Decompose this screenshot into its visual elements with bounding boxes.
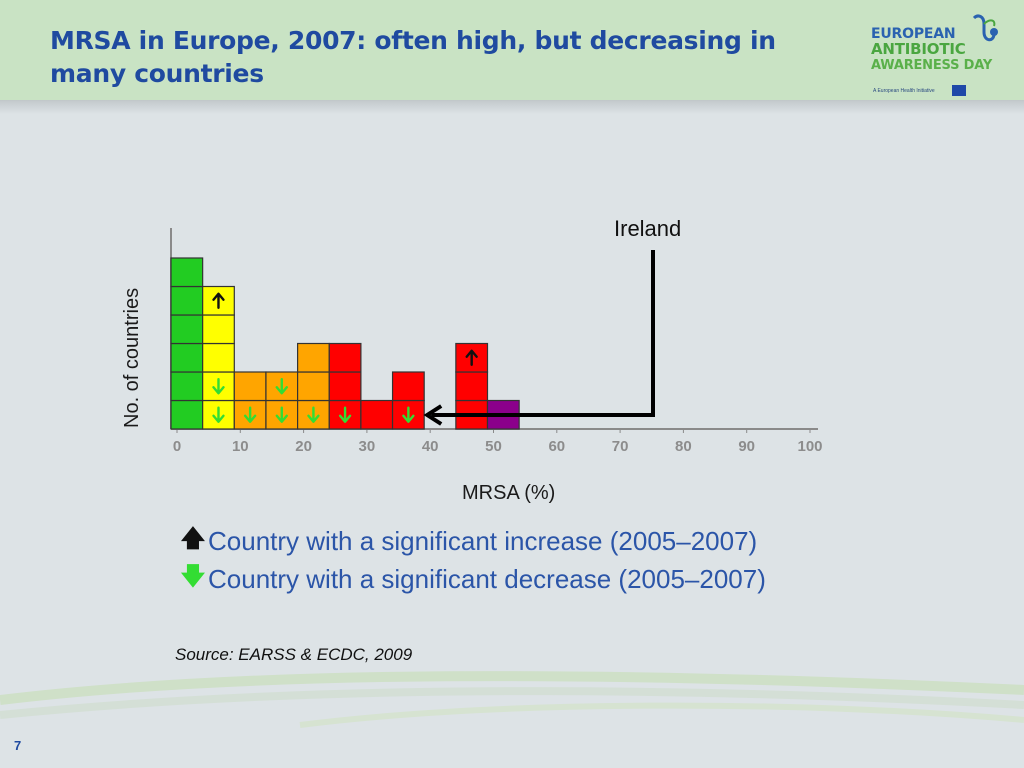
legend: 🡅 Country with a significant increase (2… [178, 522, 766, 598]
x-tick-label: 40 [422, 438, 439, 455]
x-tick-label: 60 [548, 438, 565, 455]
histogram-box [170, 371, 204, 402]
histogram-box [233, 371, 267, 402]
eaad-logo: EUROPEAN ANTIBIOTIC AWARENESS DAY A Euro… [866, 12, 1006, 100]
stethoscope-icon [972, 14, 998, 42]
decrease-arrow-icon [212, 406, 225, 423]
histogram-box [391, 371, 425, 402]
logo-line-awareness-day: AWARENESS DAY [871, 58, 993, 73]
histogram-box [170, 314, 204, 345]
logo-line-european: EUROPEAN [871, 26, 956, 42]
legend-item-increase: 🡅 Country with a significant increase (2… [178, 522, 766, 560]
histogram-box [170, 257, 204, 288]
histogram-box [297, 342, 330, 373]
x-tick-label: 90 [738, 438, 755, 455]
ireland-pointer-line [431, 250, 655, 417]
x-tick-label: 50 [485, 438, 502, 455]
increase-arrow-icon [465, 349, 478, 366]
decrease-arrow-icon [275, 406, 288, 423]
x-axis-label: MRSA (%) [462, 482, 556, 504]
page-number: 7 [14, 738, 22, 753]
legend-decrease-text: Country with a significant decrease (200… [208, 563, 766, 594]
histogram-box [455, 371, 489, 402]
ireland-annotation-label: Ireland [614, 216, 682, 241]
x-tick-label: 0 [173, 438, 181, 455]
histogram-box [170, 342, 204, 373]
logo-tagline: A European Health Initiative [873, 88, 935, 94]
slide-title: MRSA in Europe, 2007: often high, but de… [50, 26, 776, 88]
x-tick-label: 100 [797, 438, 822, 455]
eu-flag-icon [952, 85, 966, 96]
x-tick-label: 30 [359, 438, 376, 455]
histogram-box [170, 399, 204, 430]
decrease-arrow-icon: 🡇 [180, 562, 206, 590]
logo-line-antibiotic: ANTIBIOTIC [871, 40, 966, 58]
x-tick-label: 70 [612, 438, 629, 455]
y-axis-label: No. of countries [121, 287, 143, 428]
source-note: Source: EARSS & ECDC, 2009 [175, 645, 413, 664]
x-tick-label: 10 [232, 438, 249, 455]
histogram-box [328, 371, 362, 402]
legend-increase-text: Country with a significant increase (200… [208, 525, 758, 556]
decorative-swoosh [0, 671, 1024, 728]
decrease-arrow-icon [212, 378, 225, 395]
x-tick-label: 80 [675, 438, 692, 455]
legend-item-decrease: 🡇 Country with a significant decrease (2… [178, 560, 766, 598]
header-shadow [0, 100, 1024, 114]
decrease-arrow-icon [275, 378, 288, 395]
increase-arrow-icon [212, 292, 225, 309]
header-bar: MRSA in Europe, 2007: often high, but de… [0, 0, 1024, 101]
histogram-box [202, 342, 235, 373]
increase-arrow-icon: 🡅 [180, 524, 206, 552]
decrease-arrow-icon [307, 406, 320, 423]
decrease-arrow-icon [243, 406, 257, 423]
histogram-box [328, 342, 362, 373]
ireland-pointer-arrowhead [423, 404, 443, 426]
histogram-box [170, 285, 204, 316]
histogram-box [360, 399, 394, 430]
histogram-box [297, 371, 330, 402]
x-tick-label: 20 [295, 438, 312, 455]
histogram-box [202, 314, 235, 345]
decrease-arrow-icon [402, 406, 415, 423]
decrease-arrow-icon [338, 406, 352, 423]
